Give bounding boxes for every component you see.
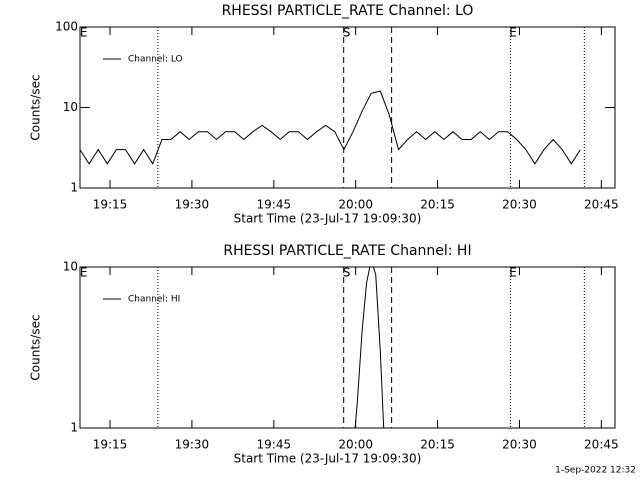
panel: RHESSI PARTICLE_RATE Channel: HI 1 10 19:15…: [29, 243, 619, 466]
panel: RHESSI PARTICLE_RATE Channel: LO 1 10 100 19…: [29, 3, 619, 226]
legend-label: Channel: HI: [128, 295, 180, 305]
x-axis-label: Start Time (23-Jul-17 19:09:30): [234, 212, 422, 226]
chart-title: RHESSI PARTICLE_RATE Channel: LO: [222, 3, 474, 19]
y-tick-label: 100: [55, 20, 78, 34]
y-tick-label: 1: [70, 181, 78, 195]
event-flag: E: [80, 26, 88, 40]
event-flag: S: [343, 26, 351, 40]
x-tick-label: 20:45: [584, 438, 619, 452]
x-tick-label: 19:30: [175, 438, 210, 452]
y-axis-label: Counts/sec: [29, 74, 43, 140]
series-line: [80, 90, 581, 165]
x-axis-label: Start Time (23-Jul-17 19:09:30): [234, 452, 422, 466]
x-tick-label: 20:30: [502, 198, 537, 212]
x-tick-label: 20:15: [420, 438, 455, 452]
y-tick-label: 10: [63, 100, 78, 114]
x-tick-label: 19:15: [93, 438, 128, 452]
x-tick-label: 19:45: [257, 198, 292, 212]
x-tick-label: 19:30: [175, 198, 210, 212]
x-tick-label: 19:15: [93, 198, 128, 212]
event-flag: E: [509, 266, 517, 280]
x-tick-label: 20:30: [502, 438, 537, 452]
y-tick-label: 10: [63, 260, 78, 274]
event-flag: S: [343, 266, 351, 280]
y-axis-label: Counts/sec: [29, 314, 43, 380]
x-tick-label: 20:00: [338, 198, 373, 212]
x-tick-label: 20:00: [338, 438, 373, 452]
chart-title: RHESSI PARTICLE_RATE Channel: HI: [223, 243, 471, 259]
series-line: [354, 267, 385, 428]
event-flag: E: [509, 26, 517, 40]
x-tick-label: 20:15: [420, 198, 455, 212]
x-tick-label: 20:45: [584, 198, 619, 212]
x-tick-label: 19:45: [257, 438, 292, 452]
event-flag: E: [80, 266, 88, 280]
plot-frame: [79, 266, 616, 429]
y-tick-label: 1: [70, 421, 78, 435]
footer-date: 1-Sep-2022 12:32: [555, 466, 636, 476]
legend-label: Channel: LO: [128, 55, 183, 65]
